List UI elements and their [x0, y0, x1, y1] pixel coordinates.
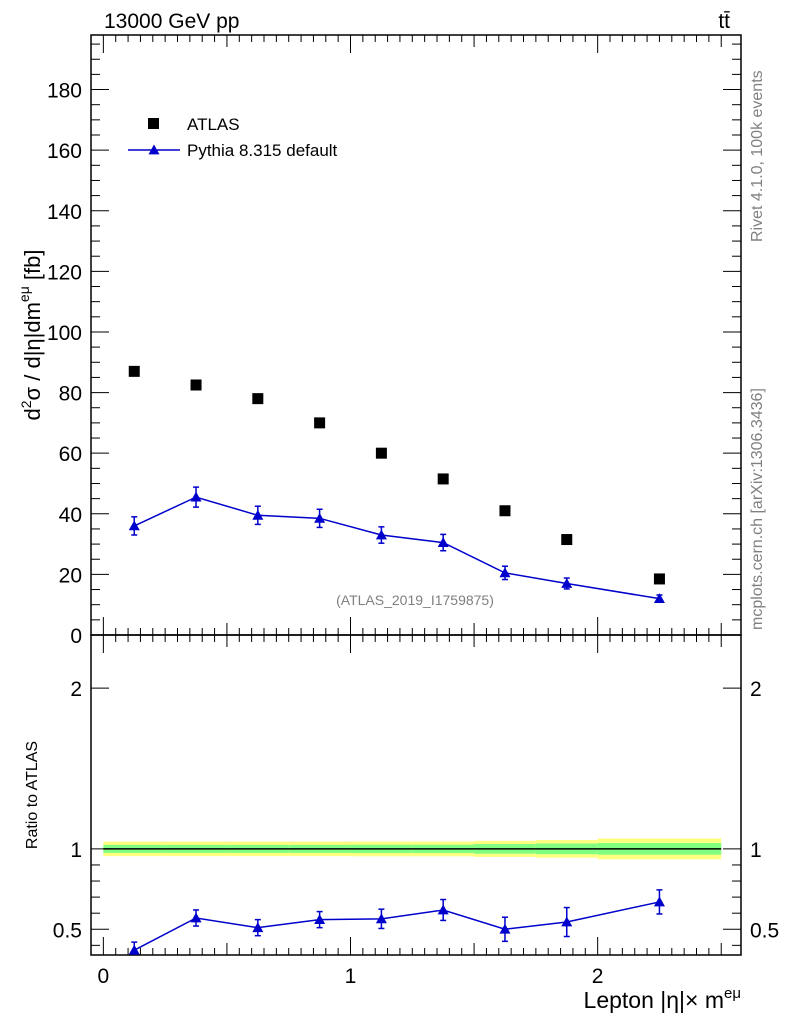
- ratio-plot-frame: [90, 634, 742, 956]
- ratio-data-point: [375, 913, 387, 924]
- x-tick-label: 0: [98, 965, 110, 988]
- y-tick-label: 0: [70, 625, 82, 648]
- y-tick-label: 20: [59, 564, 82, 587]
- pythia-data-point: [561, 577, 573, 588]
- y-tick-label: 180: [47, 80, 82, 103]
- legend-pythia-marker: [148, 144, 160, 155]
- atlas-data-point: [375, 447, 387, 459]
- rivet-version-text: Rivet 4.1.0, 100k events: [749, 70, 766, 242]
- ratio-data-point: [128, 944, 140, 955]
- atlas-data-point: [252, 393, 264, 405]
- y-tick-label: 160: [47, 140, 82, 163]
- x-tick-label: 2: [592, 965, 604, 988]
- pythia-data-point: [375, 529, 387, 540]
- atlas-data-point: [190, 379, 202, 391]
- legend-atlas-marker: [148, 118, 159, 129]
- source-url-text: mcplots.cern.ch [arXiv:1306.3436]: [749, 388, 766, 630]
- ratio-data-point: [252, 922, 264, 933]
- ratio-y-tick-label: 2: [70, 678, 82, 701]
- pythia-data-point: [190, 491, 202, 502]
- pythia-line: [133, 496, 660, 600]
- ratio-y-tick-label-right: 0.5: [750, 919, 779, 942]
- ratio-data-point: [314, 914, 326, 925]
- atlas-data-point: [314, 417, 326, 429]
- atlas-data-point: [653, 573, 665, 585]
- x-axis-label: Lepton |η|× meμ: [584, 985, 741, 1013]
- y-tick-label: 100: [47, 322, 82, 345]
- pythia-data-point: [437, 537, 449, 547]
- atlas-data-point: [128, 365, 140, 377]
- legend-atlas-label: ATLAS: [187, 115, 240, 134]
- ratio-y-tick-label-right: 1: [750, 839, 762, 862]
- ratio-data-point: [190, 912, 202, 923]
- analysis-watermark: (ATLAS_2019_I1759875): [336, 592, 494, 608]
- y-axis-label: d2σ / d|η|dmeμ [fb]: [16, 250, 45, 421]
- y-tick-label: 140: [47, 201, 82, 224]
- ratio-y-tick-label: 0.5: [53, 919, 82, 942]
- pythia-data-point: [653, 593, 665, 604]
- process-label: tt̄: [718, 10, 730, 33]
- y-tick-label: 40: [59, 504, 82, 527]
- pythia-data-point: [252, 509, 264, 520]
- atlas-data-point: [437, 473, 449, 485]
- ratio-line: [133, 901, 660, 951]
- pythia-data-point: [314, 512, 326, 523]
- y-tick-label: 120: [47, 261, 82, 284]
- x-tick-label: 1: [345, 965, 357, 988]
- pythia-data-point: [499, 567, 511, 578]
- y-tick-label: 80: [59, 383, 82, 406]
- atlas-data-point: [561, 534, 573, 546]
- energy-label: 13000 GeV pp: [104, 10, 239, 33]
- legend-pythia-label: Pythia 8.315 default: [187, 141, 338, 160]
- ratio-data-point: [561, 916, 573, 927]
- y-tick-label: 60: [59, 443, 82, 466]
- ratio-y-axis-label: Ratio to ATLAS: [24, 741, 41, 849]
- ratio-data-point: [437, 904, 449, 915]
- ratio-data-point: [499, 923, 511, 934]
- atlas-data-point: [499, 505, 511, 517]
- ratio-y-tick-label-right: 2: [750, 678, 762, 701]
- ratio-y-tick-label: 1: [70, 839, 82, 862]
- pythia-data-point: [128, 520, 140, 531]
- ratio-data-point: [653, 896, 665, 907]
